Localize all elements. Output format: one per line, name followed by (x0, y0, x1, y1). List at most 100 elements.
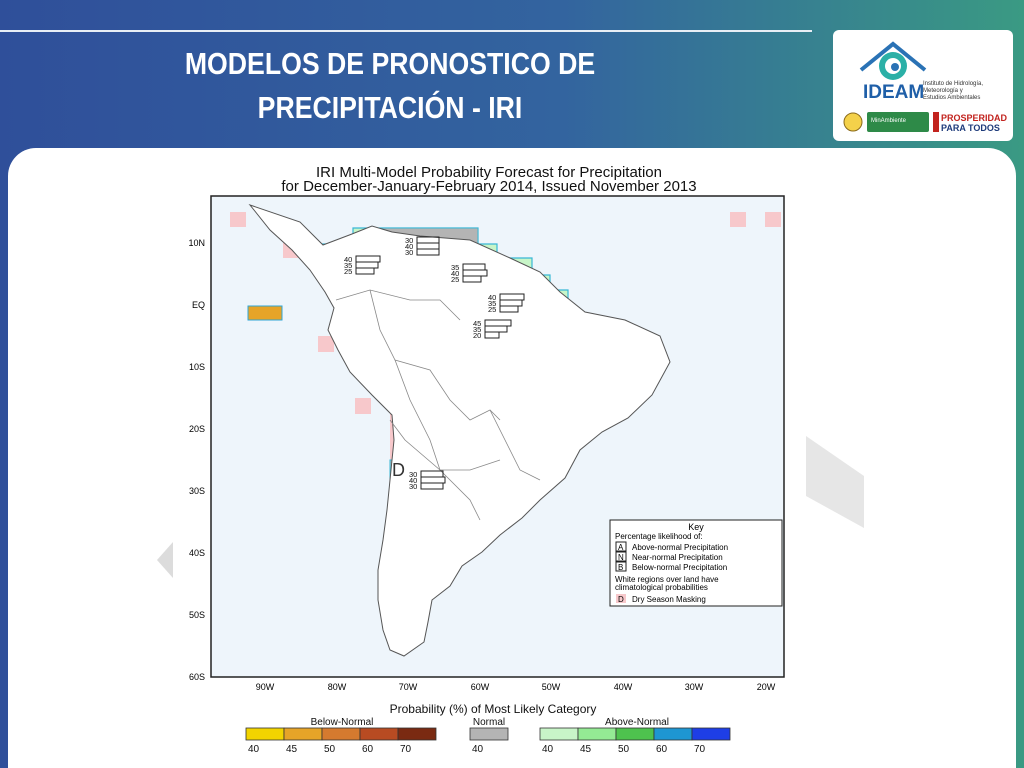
key-title: Key (688, 522, 704, 532)
continent-outline (248, 203, 671, 657)
lat-label: 40S (189, 548, 205, 558)
key-row-label: Near-normal Precipitation (632, 553, 723, 562)
svg-text:40: 40 (405, 242, 413, 251)
slide-title-line2: PRECIPITACIÓN - IRI (257, 90, 523, 125)
colorbar-below-label: Below-Normal (311, 717, 374, 728)
colorbar-swatch (653, 727, 693, 741)
svg-text:45: 45 (473, 319, 481, 328)
ideam-logo: IDEAM Instituto de Hidrología, Meteorolo… (843, 41, 1008, 133)
dry-mark: D (392, 460, 405, 480)
colorbar-tick-label: 40 (542, 744, 554, 755)
svg-text:40: 40 (409, 476, 417, 485)
colorbar-swatch (359, 727, 399, 741)
next-arrow-icon[interactable] (806, 436, 866, 536)
svg-text:35: 35 (488, 299, 496, 308)
roof-icon (859, 41, 927, 72)
lon-label: 50W (542, 682, 561, 692)
colorbar-normal-label: Normal (473, 717, 505, 728)
ideam-wordmark: IDEAM (863, 82, 924, 103)
emblem-icon (843, 112, 863, 132)
slide-title-line1: MODELOS DE PRONOSTICO DE (184, 46, 596, 81)
colorbar-tick-label: 45 (580, 744, 592, 755)
colorbar-swatch (321, 727, 361, 741)
key-letter: B (618, 563, 623, 572)
svg-text:25: 25 (488, 305, 496, 314)
colorbar-tick-label: 40 (248, 744, 260, 755)
longitude-axis: 90W 80W 70W 60W 50W 40W 30W 20W (256, 682, 776, 692)
map-key: Key Percentage likelihood of: A Above-no… (609, 519, 783, 607)
colorbar: Probability (%) of Most Likely Category … (245, 702, 731, 755)
ministry-badge (867, 112, 929, 132)
colorbar-tick-label: 40 (472, 744, 484, 755)
svg-text:25: 25 (451, 275, 459, 284)
country-borders (335, 289, 541, 521)
ideam-logo-card: IDEAM Instituto de Hidrología, Meteorolo… (833, 30, 1013, 141)
galapagos-below-normal (247, 305, 283, 321)
colorbar-tick-label: 50 (618, 744, 630, 755)
svg-text:30: 30 (409, 482, 417, 491)
prev-arrow-icon[interactable] (155, 540, 175, 580)
colorbar-swatch (691, 727, 731, 741)
map-title-line2: for December-January-February 2014, Issu… (281, 178, 696, 195)
key-dry-letter: D (618, 595, 624, 604)
svg-text:20: 20 (473, 331, 481, 340)
lon-label: 80W (328, 682, 347, 692)
lat-label: 10S (189, 362, 205, 372)
colorbar-swatch (283, 727, 323, 741)
svg-text:35: 35 (451, 263, 459, 272)
lat-label: 30S (189, 486, 205, 496)
colorbar-swatch (397, 727, 437, 741)
header-rule (0, 30, 812, 32)
slogan-line2: PARA TODOS (941, 123, 1000, 133)
colorbar-tick-label: 70 (694, 744, 706, 755)
colorbar-swatch (577, 727, 617, 741)
svg-text:35: 35 (473, 325, 481, 334)
svg-text:40: 40 (451, 269, 459, 278)
lat-label: 60S (189, 672, 205, 682)
ideam-subtitle-3: Estudios Ambientales (923, 95, 980, 101)
lat-label: 20S (189, 424, 205, 434)
key-row-label: Above-normal Precipitation (632, 543, 728, 552)
lon-label: 90W (256, 682, 275, 692)
svg-text:40: 40 (488, 293, 496, 302)
key-note: climatological probabilities (615, 583, 708, 592)
map-title-line1: IRI Multi-Model Probability Forecast for… (316, 164, 662, 181)
ideam-subtitle-2: Meteorología y (923, 88, 963, 94)
colorbar-tick-label: 60 (656, 744, 668, 755)
lat-label: EQ (192, 300, 205, 310)
colorbar-tick-label: 60 (362, 744, 374, 755)
latitude-axis: 10N EQ 10S 20S 30S 40S 50S 60S (188, 238, 205, 682)
svg-text:30: 30 (409, 470, 417, 479)
colorbar-swatch (469, 727, 509, 741)
svg-text:25: 25 (344, 267, 352, 276)
slide-title: MODELOS DE PRONOSTICO DE PRECIPITACIÓN -… (158, 42, 622, 130)
colorbar-title: Probability (%) of Most Likely Category (390, 702, 597, 716)
svg-text:35: 35 (344, 261, 352, 270)
lon-label: 70W (399, 682, 418, 692)
svg-text:30: 30 (405, 236, 413, 245)
svg-text:30: 30 (405, 248, 413, 257)
ideam-subtitle-1: Instituto de Hidrología, (923, 81, 983, 87)
lon-label: 20W (757, 682, 776, 692)
lon-label: 40W (614, 682, 633, 692)
key-subtitle: Percentage likelihood of: (615, 532, 703, 541)
svg-text:40: 40 (344, 255, 352, 264)
colorbar-tick-label: 45 (286, 744, 298, 755)
key-letter: N (618, 553, 624, 562)
colorbar-above-label: Above-Normal (605, 717, 669, 728)
colorbar-swatch (615, 727, 655, 741)
lon-label: 30W (685, 682, 704, 692)
key-row-label: Below-normal Precipitation (632, 563, 727, 572)
lat-label: 10N (188, 238, 205, 248)
lat-label: 50S (189, 610, 205, 620)
key-note: White regions over land have (615, 575, 719, 584)
key-letter: A (618, 543, 624, 552)
colorbar-tick-label: 50 (324, 744, 336, 755)
